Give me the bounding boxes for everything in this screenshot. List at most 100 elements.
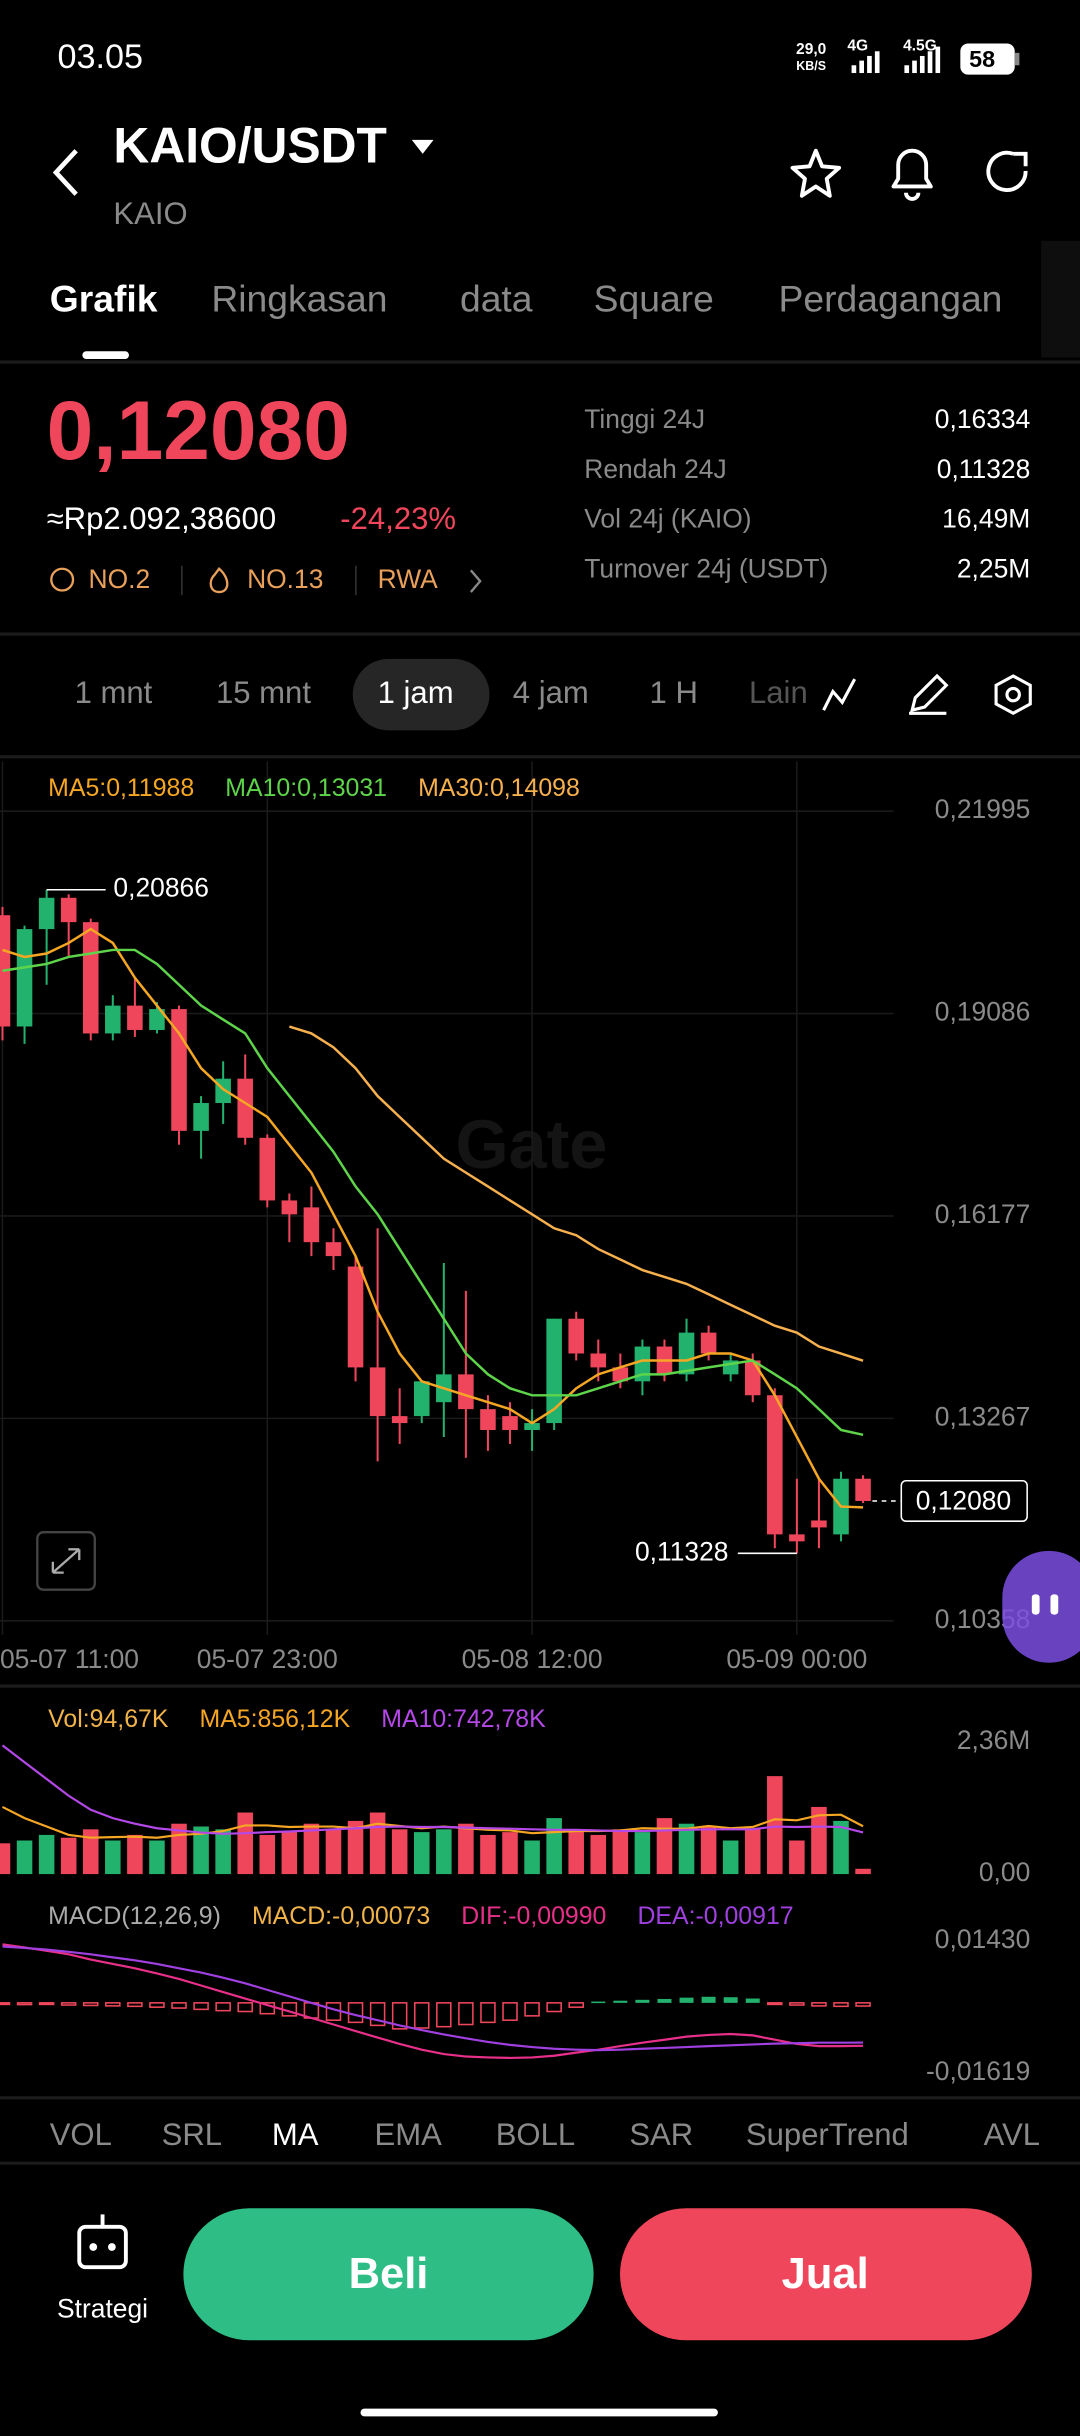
macd-bar: [193, 2002, 209, 2011]
volume-bar: [656, 1818, 673, 1875]
last-price-box: [900, 1480, 1028, 1522]
indicator-icon[interactable]: [822, 678, 857, 711]
badge[interactable]: RWA: [378, 564, 439, 594]
volume-bar: [678, 1823, 695, 1875]
volume-bar: [391, 1829, 408, 1875]
volume-bar: [193, 1826, 209, 1875]
interval[interactable]: 1 jam: [378, 675, 454, 710]
interval[interactable]: 1 mnt: [75, 675, 153, 710]
badge-chevron[interactable]: [469, 569, 482, 593]
share-icon[interactable]: [986, 150, 1028, 192]
indicator-tab[interactable]: SRL: [162, 2117, 222, 2152]
tab[interactable]: Grafik: [50, 277, 158, 319]
interval[interactable]: 4 jam: [513, 675, 589, 710]
volume-bar: [127, 1834, 143, 1875]
interval[interactable]: Lain: [749, 675, 808, 710]
tab[interactable]: Perdagangan: [779, 277, 1003, 319]
volume-bar: [855, 1868, 871, 1875]
stat-label: Tinggi 24J: [584, 404, 705, 434]
base-asset: KAIO: [113, 196, 187, 231]
strategy-icon: [89, 2243, 98, 2251]
volume-bar: [480, 1834, 496, 1875]
macd-line: [2, 1943, 864, 2060]
tab[interactable]: Ringkasan: [211, 277, 387, 319]
indicator-tab[interactable]: SuperTrend: [746, 2117, 909, 2152]
legend-entry: MA30:0,14098: [418, 774, 580, 802]
legend-entry: DEA:-0,00917: [637, 1902, 793, 1930]
indicator-tab[interactable]: BOLL: [496, 2117, 575, 2152]
macd-bar: [127, 2002, 143, 2008]
y-tick-label: 0,19086: [935, 997, 1030, 1027]
volume-ma-line: [1, 1744, 864, 1835]
tab[interactable]: Square: [594, 277, 714, 319]
macd-bar: [149, 2002, 165, 2008]
candle-body: [744, 1360, 761, 1396]
candle-body: [193, 1103, 209, 1131]
interval[interactable]: 1 H: [650, 675, 698, 710]
ma-line: [2, 927, 864, 1509]
macd-bar: [82, 2002, 99, 2007]
candle-body: [480, 1409, 496, 1431]
volume-bar: [634, 1832, 651, 1875]
tab[interactable]: data: [460, 277, 533, 319]
rank-icon: [50, 567, 75, 592]
favorite-icon[interactable]: [790, 148, 842, 198]
candle-body: [546, 1318, 562, 1424]
stat-value: 0,11328: [937, 454, 1030, 484]
strategy-label[interactable]: Strategi: [57, 2294, 148, 2324]
net-speed-unit: KB/S: [796, 59, 826, 73]
indicator-tab[interactable]: MA: [272, 2117, 319, 2152]
y-tick-label: 0,13267: [935, 1401, 1030, 1431]
sell-label[interactable]: Jual: [782, 2250, 869, 2298]
volume-bar: [369, 1812, 386, 1875]
macd-bar: [480, 2002, 496, 2024]
buy-button[interactable]: [183, 2208, 594, 2341]
candle-body: [369, 1367, 386, 1417]
macd-bar: [237, 2002, 253, 2013]
badge[interactable]: NO.2: [89, 564, 151, 594]
indicator-tab[interactable]: SAR: [629, 2117, 693, 2152]
candle-body: [105, 1005, 121, 1034]
hot-icon: [209, 567, 229, 594]
volume-bar: [149, 1840, 165, 1875]
badge[interactable]: NO.13: [247, 564, 323, 594]
macd-bar: [413, 2002, 430, 2029]
volume-bar: [16, 1840, 33, 1875]
fullscreen-icon: [51, 1548, 81, 1574]
macd-bar: [16, 2002, 33, 2006]
interval[interactable]: 15 mnt: [216, 675, 311, 710]
candle-body: [237, 1078, 253, 1138]
macd-bar: [60, 2002, 77, 2006]
indicator-tab[interactable]: AVL: [984, 2117, 1040, 2152]
macd-bar: [0, 2002, 11, 2006]
battery-level: 58: [969, 46, 995, 72]
back-button[interactable]: [52, 149, 78, 196]
candle-body: [347, 1266, 364, 1368]
candle-body: [678, 1332, 695, 1375]
indicator-tab[interactable]: EMA: [375, 2117, 443, 2152]
legend-entry: MA5:0,11988: [48, 774, 194, 802]
pair-title[interactable]: KAIO/USDT: [113, 117, 386, 173]
candle-body: [259, 1137, 276, 1201]
indicator-tab[interactable]: VOL: [50, 2117, 112, 2152]
macd-bar: [546, 2002, 562, 2013]
dropdown-arrow[interactable]: [411, 139, 434, 154]
x-tick-label: 05-09 00:00: [726, 1644, 867, 1674]
chat-bubble[interactable]: [1002, 1550, 1080, 1663]
buy-label[interactable]: Beli: [349, 2250, 429, 2298]
stat-label: Turnover 24j (USDT): [584, 553, 828, 583]
fullscreen-button[interactable]: [36, 1531, 96, 1591]
macd-bar: [259, 2002, 276, 2015]
settings-icon[interactable]: [994, 674, 1032, 716]
stat-label: Vol 24j (KAIO): [584, 504, 751, 534]
low-label: 0,11328: [635, 1536, 728, 1566]
draw-icon[interactable]: [909, 673, 949, 715]
alert-icon[interactable]: [891, 148, 933, 201]
y-tick-label: 0,21995: [935, 794, 1030, 824]
x-tick-label: 05-08 12:00: [462, 1644, 603, 1674]
sell-button[interactable]: [620, 2208, 1032, 2341]
macd-line: [2, 1945, 864, 2052]
candle-body: [127, 1005, 143, 1030]
macd-bar: [591, 2001, 606, 2004]
